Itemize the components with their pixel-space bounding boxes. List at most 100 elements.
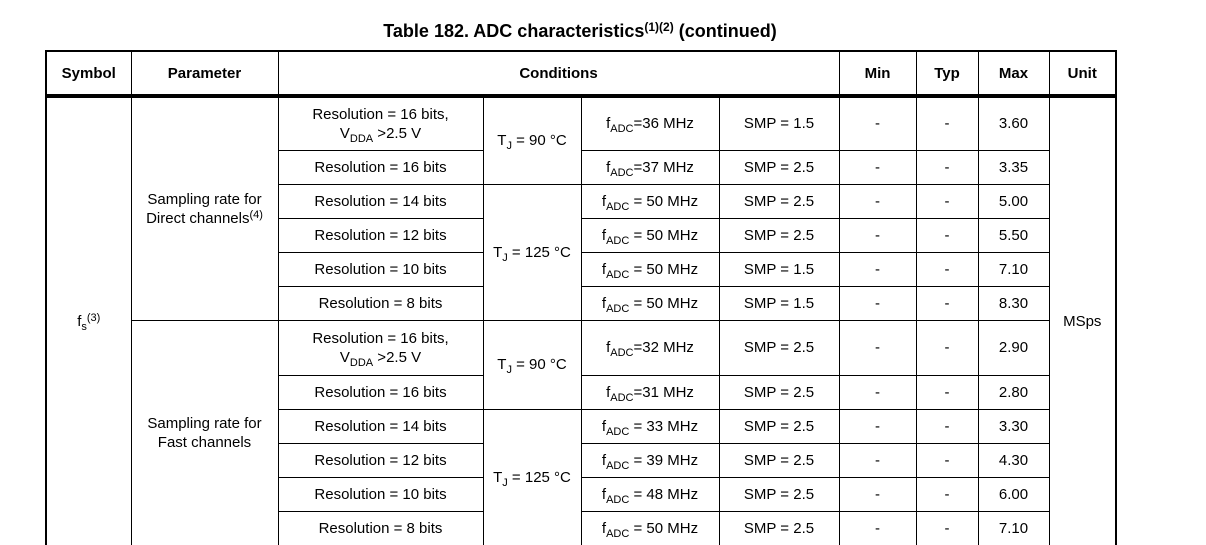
min-cell: - — [838, 442, 917, 478]
parameter-cell: Sampling rate for Fast channels — [130, 319, 279, 545]
parameter-cell: Sampling rate for Direct channels(4) — [130, 95, 279, 321]
adc-characteristics-table: Symbol Parameter Conditions Min Typ Max … — [45, 50, 1118, 545]
header-symbol: Symbol — [45, 50, 132, 98]
table-row: Resolution = 14 bits TJ = 125 °C fADC = … — [46, 183, 1116, 321]
header-max: Max — [977, 50, 1050, 98]
fadc-cell: fADC = 48 MHz — [580, 476, 720, 512]
typ-cell: - — [915, 408, 979, 444]
resolution-cell: Resolution = 14 bits — [277, 408, 484, 444]
min-cell: - — [838, 95, 917, 151]
typ-cell: - — [915, 149, 979, 185]
max-cell: 4.30 — [977, 442, 1050, 478]
table-row: Resolution = 12 bits fADC = 50 MHz SMP =… — [46, 217, 1116, 253]
smp-cell: SMP = 1.5 — [718, 251, 840, 287]
max-cell: 3.60 — [977, 95, 1050, 151]
resolution-cell: Resolution = 8 bits — [277, 510, 484, 545]
max-cell: 3.35 — [977, 149, 1050, 185]
fadc-cell: fADC = 50 MHz — [580, 183, 720, 219]
resolution-cell: Resolution = 10 bits — [277, 251, 484, 287]
resolution-cell: Resolution = 8 bits — [277, 285, 484, 321]
max-cell: 5.50 — [977, 217, 1050, 253]
symbol-cell: fs(3) — [45, 95, 132, 545]
typ-cell: - — [915, 217, 979, 253]
max-cell: 7.10 — [977, 251, 1050, 287]
table-row: Resolution = 8 bits fADC = 50 MHz SMP = … — [46, 510, 1116, 545]
header-typ: Typ — [915, 50, 979, 98]
table-row: Resolution = 8 bits fADC = 50 MHz SMP = … — [46, 285, 1116, 321]
smp-cell: SMP = 2.5 — [718, 149, 840, 185]
min-cell: - — [838, 183, 917, 219]
typ-cell: - — [915, 319, 979, 376]
min-cell: - — [838, 251, 917, 287]
smp-cell: SMP = 2.5 — [718, 408, 840, 444]
min-cell: - — [838, 149, 917, 185]
min-cell: - — [838, 408, 917, 444]
header-unit: Unit — [1048, 50, 1117, 98]
typ-cell: - — [915, 95, 979, 151]
table-row: Resolution = 12 bits fADC = 39 MHz SMP =… — [46, 442, 1116, 478]
resolution-cell: Resolution = 16 bits — [277, 374, 484, 410]
fadc-cell: fADC=36 MHz — [580, 95, 720, 151]
typ-cell: - — [915, 476, 979, 512]
typ-cell: - — [915, 442, 979, 478]
min-cell: - — [838, 374, 917, 410]
fadc-cell: fADC = 33 MHz — [580, 408, 720, 444]
min-cell: - — [838, 217, 917, 253]
typ-cell: - — [915, 251, 979, 287]
fadc-cell: fADC = 50 MHz — [580, 510, 720, 545]
smp-cell: SMP = 2.5 — [718, 319, 840, 376]
max-cell: 2.80 — [977, 374, 1050, 410]
min-cell: - — [838, 285, 917, 321]
smp-cell: SMP = 2.5 — [718, 476, 840, 512]
header-conditions: Conditions — [277, 50, 840, 98]
resolution-cell: Resolution = 10 bits — [277, 476, 484, 512]
smp-cell: SMP = 2.5 — [718, 442, 840, 478]
header-min: Min — [838, 50, 917, 98]
unit-cell: MSps — [1048, 95, 1117, 545]
smp-cell: SMP = 2.5 — [718, 374, 840, 410]
fadc-cell: fADC=31 MHz — [580, 374, 720, 410]
table-row: Resolution = 16 bits fADC=31 MHz SMP = 2… — [46, 374, 1116, 410]
resolution-cell: Resolution = 12 bits — [277, 442, 484, 478]
typ-cell: - — [915, 374, 979, 410]
table-row: Resolution = 10 bits fADC = 48 MHz SMP =… — [46, 476, 1116, 512]
max-cell: 6.00 — [977, 476, 1050, 512]
min-cell: - — [838, 510, 917, 545]
fadc-cell: fADC = 50 MHz — [580, 217, 720, 253]
max-cell: 2.90 — [977, 319, 1050, 376]
min-cell: - — [838, 476, 917, 512]
resolution-cell: Resolution = 16 bits, VDDA >2.5 V — [277, 95, 484, 151]
table-title: Table 182. ADC characteristics(1)(2) (co… — [383, 20, 777, 41]
table-row: Resolution = 10 bits fADC = 50 MHz SMP =… — [46, 251, 1116, 287]
typ-cell: - — [915, 510, 979, 545]
max-cell: 7.10 — [977, 510, 1050, 545]
fadc-cell: fADC=37 MHz — [580, 149, 720, 185]
tj-cell: TJ = 125 °C — [482, 408, 582, 545]
resolution-cell: Resolution = 12 bits — [277, 217, 484, 253]
tj-cell: TJ = 125 °C — [482, 183, 582, 321]
max-cell: 3.30 — [977, 408, 1050, 444]
fadc-cell: fADC = 50 MHz — [580, 251, 720, 287]
smp-cell: SMP = 2.5 — [718, 217, 840, 253]
typ-cell: - — [915, 183, 979, 219]
table-row: Sampling rate for Fast channels Resolutio… — [46, 319, 1116, 545]
smp-cell: SMP = 2.5 — [718, 183, 840, 219]
table-row: Resolution = 14 bits TJ = 125 °C fADC = … — [46, 408, 1116, 545]
smp-cell: SMP = 1.5 — [718, 285, 840, 321]
header-parameter: Parameter — [130, 50, 279, 98]
max-cell: 8.30 — [977, 285, 1050, 321]
smp-cell: SMP = 2.5 — [718, 510, 840, 545]
tj-cell: TJ = 90 °C — [482, 95, 582, 185]
resolution-cell: Resolution = 16 bits — [277, 149, 484, 185]
typ-cell: - — [915, 285, 979, 321]
fadc-cell: fADC = 39 MHz — [580, 442, 720, 478]
tj-cell: TJ = 90 °C — [482, 319, 582, 410]
header-row: Symbol Parameter Conditions Min Typ Max … — [45, 50, 1117, 98]
min-cell: - — [838, 319, 917, 376]
resolution-cell: Resolution = 14 bits — [277, 183, 484, 219]
fadc-cell: fADC=32 MHz — [580, 319, 720, 376]
smp-cell: SMP = 1.5 — [718, 95, 840, 151]
table-row: Resolution = 16 bits fADC=37 MHz SMP = 2… — [46, 149, 1116, 185]
fadc-cell: fADC = 50 MHz — [580, 285, 720, 321]
resolution-cell: Resolution = 16 bits, VDDA >2.5 V — [277, 319, 484, 376]
